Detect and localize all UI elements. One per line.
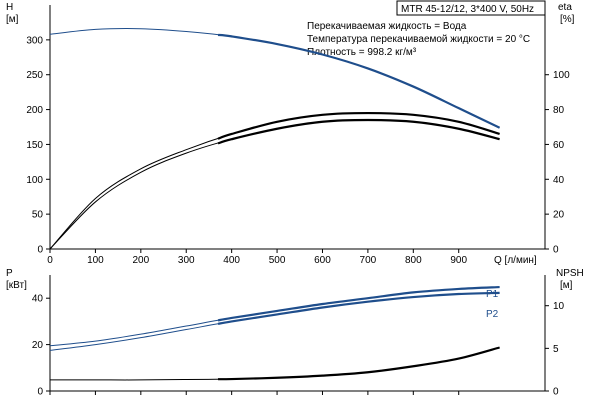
left-tick-label: 100 xyxy=(26,175,43,186)
annotation-liquid: Перекачиваемая жидкость = Вода xyxy=(307,21,467,32)
left-tick-label: 20 xyxy=(32,340,44,351)
x-tick-label: 500 xyxy=(269,255,286,266)
panel-0-series-2-line xyxy=(49,119,500,250)
left-tick-label: 40 xyxy=(32,294,44,305)
panel-0-series-1-line xyxy=(49,112,500,250)
power-axis-title: P xyxy=(6,268,13,279)
power-npsh-panel: P [кВт] NPSH [м] P1 P2 xyxy=(6,268,584,320)
head-efficiency-panel: H [м] eta [%] MTR 45-12/12, 3*400 V, 50H… xyxy=(6,0,575,266)
right-tick-label: 20 xyxy=(553,210,565,221)
x-tick-label: 300 xyxy=(178,255,195,266)
eta-axis-title: eta xyxy=(558,2,572,13)
chart-marks: 0 100 200 300 400 500 600 700 800 900050100150200… xyxy=(26,5,570,398)
panel-1-series-2-operating-range xyxy=(218,346,500,381)
npsh-axis-title: NPSH xyxy=(556,268,584,279)
right-tick-label: 0 xyxy=(553,245,559,256)
right-tick-label: 10 xyxy=(553,301,565,312)
panel-0-series-1-operating-range xyxy=(217,111,500,140)
x-tick-label: 400 xyxy=(223,255,240,266)
left-tick-label: 200 xyxy=(26,105,43,116)
right-tick-label: 100 xyxy=(553,70,570,81)
x-tick-label: 200 xyxy=(132,255,149,266)
series-p2-line xyxy=(49,292,500,351)
left-tick-label: 150 xyxy=(26,140,43,151)
annotation-density: Плотность = 998.2 кг/м³ xyxy=(307,47,417,58)
eta-axis-unit: [%] xyxy=(560,14,575,25)
x-tick-label: 100 xyxy=(87,255,104,266)
annotation-temperature: Температура перекачиваемой жидкости = 20… xyxy=(307,34,530,45)
x-tick-label: 700 xyxy=(360,255,377,266)
right-tick-label: 80 xyxy=(553,105,565,116)
left-tick-label: 300 xyxy=(26,35,43,46)
left-tick-label: 0 xyxy=(37,387,43,398)
title-box-text: MTR 45-12/12, 3*400 V, 50Hz xyxy=(401,4,534,15)
head-axis-title: H xyxy=(6,2,13,13)
x-tick-label: 900 xyxy=(450,255,467,266)
right-tick-label: 5 xyxy=(553,344,559,355)
head-axis-unit: [м] xyxy=(6,14,19,25)
left-tick-label: 250 xyxy=(26,70,43,81)
x-tick-label: 0 xyxy=(47,255,53,266)
panel-0-series-0-operating-range xyxy=(217,33,501,129)
right-tick-label: 60 xyxy=(553,140,565,151)
panel-0-series-2-operating-range xyxy=(217,118,500,145)
right-tick-label: 0 xyxy=(553,387,559,398)
left-tick-label: 0 xyxy=(37,245,43,256)
right-tick-label: 40 xyxy=(553,175,565,186)
x-tick-label: 800 xyxy=(405,255,422,266)
series-label-p2: P2 xyxy=(486,309,499,320)
x-tick-label: 600 xyxy=(314,255,331,266)
power-axis-unit: [кВт] xyxy=(6,280,27,291)
series-label-p1: P1 xyxy=(486,289,499,300)
x-axis-title: Q [л/мин] xyxy=(494,255,537,266)
series-p1-operating-range xyxy=(217,285,500,322)
npsh-axis-unit: [м] xyxy=(560,280,573,291)
series-p2-operating-range xyxy=(217,291,500,325)
left-tick-label: 50 xyxy=(32,210,44,221)
